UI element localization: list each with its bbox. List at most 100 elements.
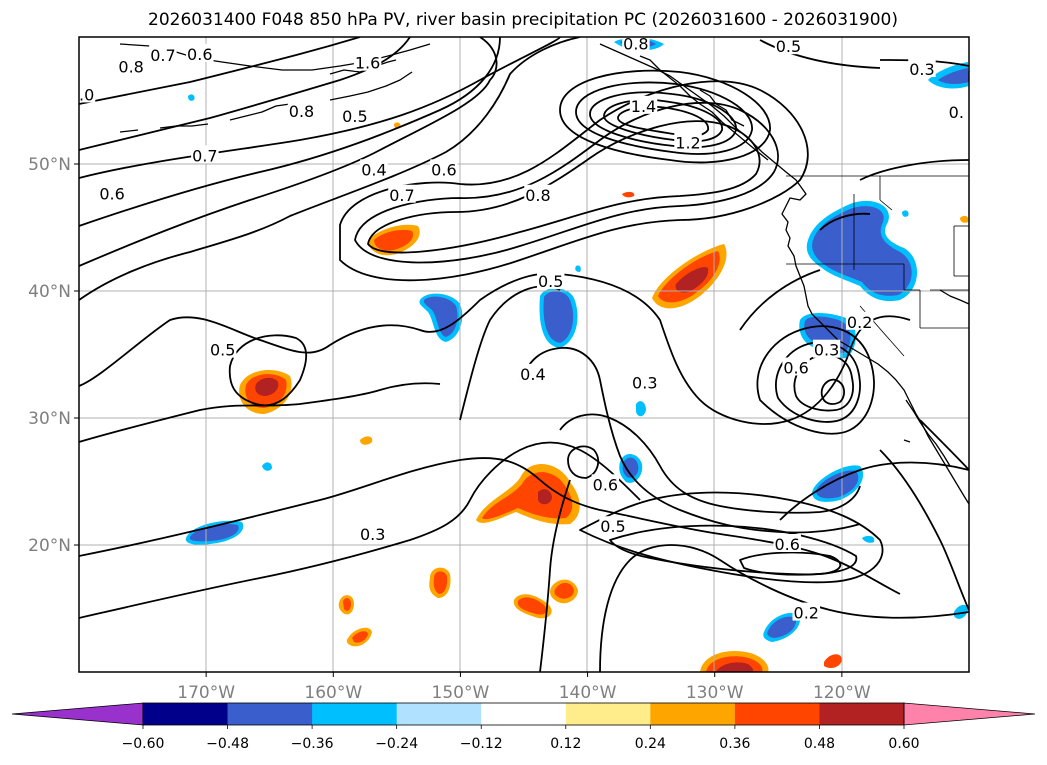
lat-tick-label: 30°N bbox=[28, 409, 71, 429]
contour-label: 0.5 bbox=[210, 341, 235, 360]
contour-label: 0.4 bbox=[361, 160, 386, 179]
contour-label-bg bbox=[792, 602, 820, 621]
contour-label-bg bbox=[149, 45, 177, 64]
contour-label: 0.5 bbox=[776, 37, 801, 56]
contour-label-bg bbox=[98, 183, 126, 202]
contour-label-bg bbox=[674, 132, 702, 151]
precip-patch-pos-153w-44n bbox=[368, 224, 420, 256]
colorbar-swatch bbox=[312, 703, 398, 725]
colorbar-swatch bbox=[734, 703, 820, 725]
precip-patch-pos-139w-16n bbox=[550, 579, 578, 604]
contour-label: 0.5 bbox=[342, 107, 367, 126]
contour-label-bg bbox=[622, 37, 650, 52]
precip-patch-pos-small-112w bbox=[960, 215, 969, 223]
precip-patch-pos-small-123w bbox=[824, 654, 842, 668]
lon-tick-label: 150°W bbox=[432, 683, 490, 703]
contour-label: 0.8 bbox=[525, 186, 550, 205]
contour-label: 1.2 bbox=[675, 134, 700, 153]
colorbar-extend-low bbox=[12, 703, 143, 725]
contour-label: 0.2 bbox=[847, 313, 872, 332]
colorbar-swatch bbox=[481, 703, 567, 725]
precip-patch-neg-125w-14n bbox=[763, 612, 801, 642]
precip-patch-pos-small-136w bbox=[622, 191, 635, 198]
precip-patch-pos-143w-15n bbox=[513, 594, 552, 619]
lat-tick-label: 20°N bbox=[28, 536, 71, 556]
colorbar-swatch bbox=[396, 703, 482, 725]
contour-label-bg bbox=[519, 363, 547, 382]
precip-patch-pos-144w-23n bbox=[476, 464, 580, 525]
contour-label: 1.6 bbox=[355, 54, 380, 73]
colorbar-tick-label: −0.60 bbox=[122, 736, 165, 752]
contour-label: 0.6 bbox=[783, 358, 808, 377]
precip-patch-neg-142w-38n bbox=[539, 287, 578, 348]
colorbar-swatch bbox=[227, 703, 313, 725]
lon-tick-label: 170°W bbox=[177, 683, 235, 703]
contour-label: 1.0 bbox=[69, 85, 94, 104]
precip-patch-neg-small-141w bbox=[575, 265, 581, 272]
precip-patch-neg-small-121w bbox=[862, 535, 875, 543]
contour-label-bg bbox=[599, 516, 627, 535]
longitude-axis: 170°W 160°W 150°W 140°W 130°W 120°W bbox=[177, 672, 871, 703]
contour-label: 0.8 bbox=[289, 102, 314, 121]
precip-patch-pos-151w-17n bbox=[429, 567, 451, 598]
contour-label: 0. bbox=[949, 103, 964, 122]
pv-contour-labels: 0.8 0.7 0.6 1.0 0.8 0.5 0.7 0.6 0.4 0.6 0.7 0.8 1.6 0… bbox=[69, 35, 965, 623]
lon-tick-label: 140°W bbox=[559, 683, 617, 703]
precip-patch-neg-norcal bbox=[806, 200, 918, 302]
contour-label: 0.6 bbox=[774, 535, 799, 554]
colorbar-tick-label: 0.48 bbox=[804, 736, 835, 752]
contour-label-bg bbox=[774, 37, 803, 55]
graticule bbox=[79, 37, 969, 672]
contour-label: 0.5 bbox=[538, 272, 563, 291]
figure-title: 2026031400 F048 850 hPa PV, river basin … bbox=[148, 10, 898, 30]
contour-label: 0.8 bbox=[623, 35, 648, 54]
colorbar-extend-high bbox=[904, 703, 1035, 725]
contour-label: 0.2 bbox=[794, 604, 819, 623]
contour-label-bg bbox=[631, 372, 659, 391]
contour-label-bg bbox=[629, 95, 658, 114]
colorbar-swatches bbox=[143, 703, 905, 725]
contour-label-bg bbox=[524, 184, 552, 203]
precip-patch-pos-small-158w bbox=[360, 436, 373, 445]
contour-label: 0.6 bbox=[99, 184, 124, 203]
colorbar-tick-label: 0.24 bbox=[635, 736, 666, 752]
colorbar-tick-label: −0.24 bbox=[375, 736, 418, 752]
contour-label-bg bbox=[536, 271, 565, 290]
precip-patch-neg-small-171w bbox=[188, 94, 195, 101]
precip-patch-neg-small-136w bbox=[636, 401, 646, 417]
colorbar-tick-label: −0.12 bbox=[460, 736, 503, 752]
contour-label: 1.4 bbox=[631, 97, 656, 116]
latitude-axis: 50°N 40°N 30°N 20°N bbox=[28, 155, 79, 556]
contour-label-bg bbox=[341, 106, 369, 125]
contour-label-bg bbox=[812, 339, 841, 358]
precip-positive-patches bbox=[239, 122, 969, 672]
contour-label: 0.6 bbox=[593, 475, 618, 494]
contour-label: 0.4 bbox=[520, 365, 545, 384]
colorbar-tick-label: 0.12 bbox=[550, 736, 581, 752]
map-panel: 0.8 0.7 0.6 1.0 0.8 0.5 0.7 0.6 0.4 0.6 0.7 0.8 1.6 0… bbox=[69, 35, 969, 672]
contour-label: 0.3 bbox=[360, 525, 385, 544]
colorbar-swatch bbox=[143, 703, 229, 725]
colorbar-swatch bbox=[819, 703, 905, 725]
contour-label-bg bbox=[287, 100, 316, 119]
precip-patch-neg-small-166w bbox=[262, 462, 272, 471]
contour-label: 0.3 bbox=[632, 374, 657, 393]
contour-label: 0.3 bbox=[814, 341, 839, 360]
lat-tick-label: 50°N bbox=[28, 155, 71, 175]
contour-label-bg bbox=[358, 523, 387, 542]
contour-label: 0.7 bbox=[150, 46, 175, 65]
colorbar-tick-label: −0.48 bbox=[206, 736, 249, 752]
contour-label-bg bbox=[845, 311, 874, 330]
contour-label-bg bbox=[388, 184, 416, 203]
colorbar-swatch bbox=[565, 703, 651, 725]
contour-label-bg bbox=[591, 474, 620, 493]
contour-label-bg bbox=[773, 534, 801, 552]
contour-label-bg bbox=[430, 159, 458, 178]
precip-patch-neg-small-116w bbox=[902, 210, 909, 217]
contour-label-bg bbox=[191, 145, 219, 164]
precip-patch-neg-small-111w bbox=[954, 604, 968, 619]
contour-label-bg bbox=[186, 43, 214, 62]
contour-label-bg bbox=[79, 84, 96, 103]
contour-label-bg bbox=[208, 339, 237, 358]
